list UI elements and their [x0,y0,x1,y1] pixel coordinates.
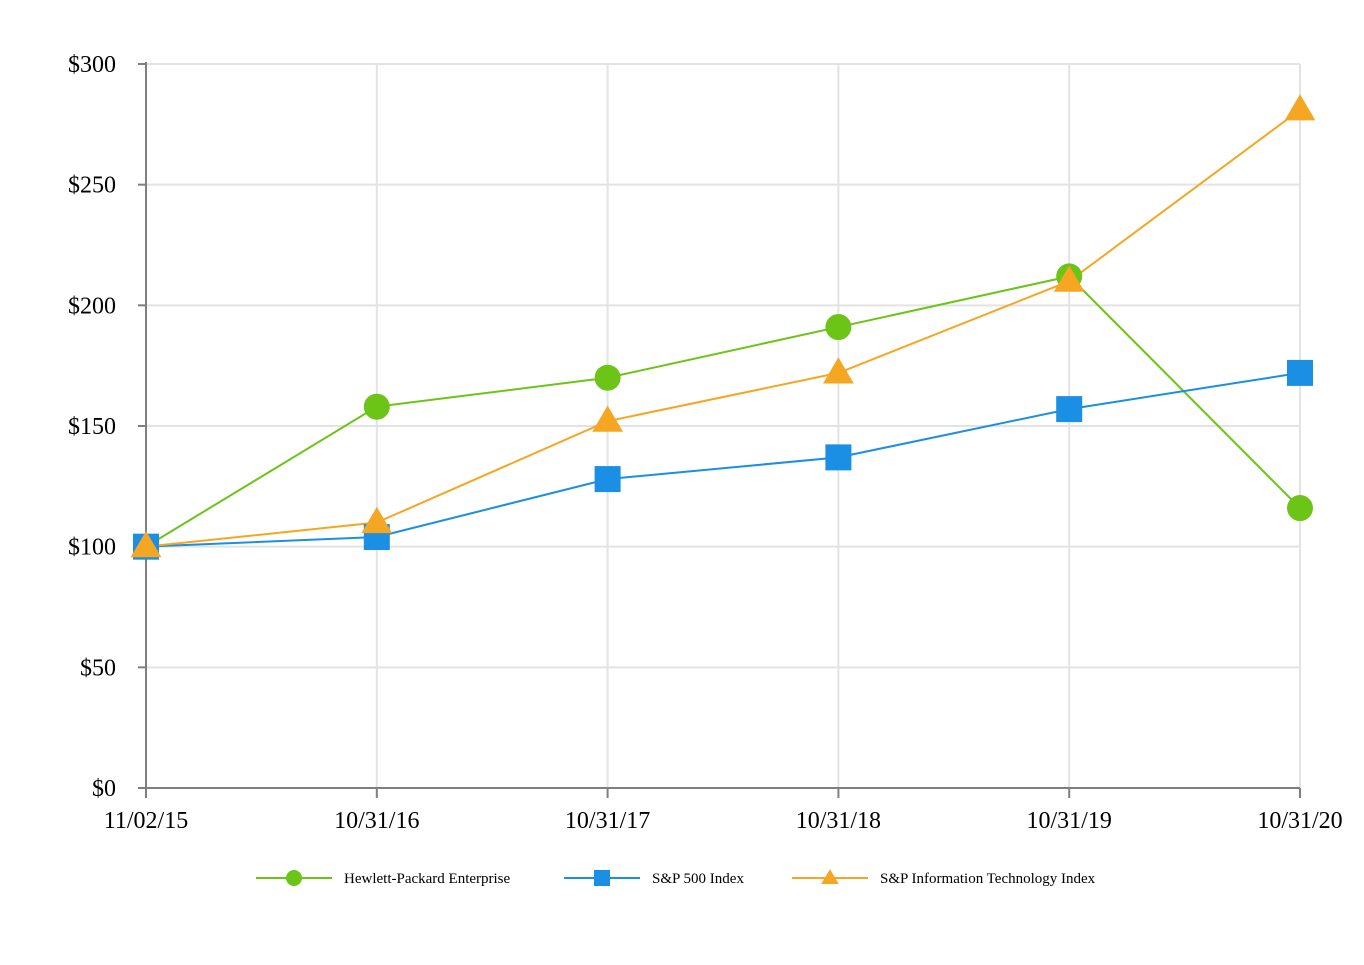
legend-marker-circle [286,870,302,886]
legend: Hewlett-Packard Enterprise S&P 500 Index S… [256,869,1096,887]
series-layer [130,94,1316,560]
y-tick-label: $0 [92,776,116,802]
x-tick-label: 10/31/16 [334,808,419,834]
legend-marker-triangle [821,869,839,885]
series-line [145,275,1301,548]
legend-item: Hewlett-Packard Enterprise [256,870,511,887]
series-2 [145,109,1301,548]
y-tick-label: $50 [80,655,116,681]
legend-label: S&P Information Technology Index [880,871,1096,887]
series-1 [145,371,1301,548]
grid-layer [146,63,1301,788]
data-point-square [594,466,621,493]
y-tick-label: $250 [68,173,116,199]
data-point-square [825,444,852,471]
data-point-circle [594,364,621,391]
data-point-triangle [361,506,393,534]
legend-item: S&P 500 Index [564,870,744,887]
y-tick-label: $100 [68,535,116,561]
legend-marker-square [594,870,610,886]
y-tick-label: $150 [68,414,116,440]
data-point-triangle [823,357,854,384]
data-point-triangle [130,531,162,558]
y-tick-label: $300 [68,52,116,78]
series-markers-0 [133,263,1313,560]
legend-item: S&P Information Technology Index [792,869,1096,887]
legend-label: Hewlett-Packard Enterprise [344,871,511,887]
x-tick-label: 11/02/15 [104,808,188,834]
data-point-square [1056,396,1083,423]
x-tick-label: 10/31/19 [1027,808,1112,834]
x-tick-label: 10/31/18 [796,808,881,834]
axes: $0 $50 $100 $150 $200 $250 $300 11/02/15 10/31/1… [68,52,1343,834]
data-point-triangle [1053,265,1085,292]
series-line [145,109,1301,548]
x-tick-label: 10/31/20 [1257,808,1342,834]
data-point-circle [825,314,852,341]
data-point-triangle [1284,94,1316,121]
series-0 [145,275,1301,548]
data-point-square [1287,359,1313,386]
series-markers-2 [130,94,1316,558]
series-line [145,371,1301,548]
data-point-circle [363,393,390,420]
data-point-triangle [592,405,623,432]
legend-label: S&P 500 Index [652,871,744,887]
y-tick-label: $200 [68,293,116,319]
data-point-circle [1287,495,1313,522]
x-tick-label: 10/31/17 [565,808,650,834]
